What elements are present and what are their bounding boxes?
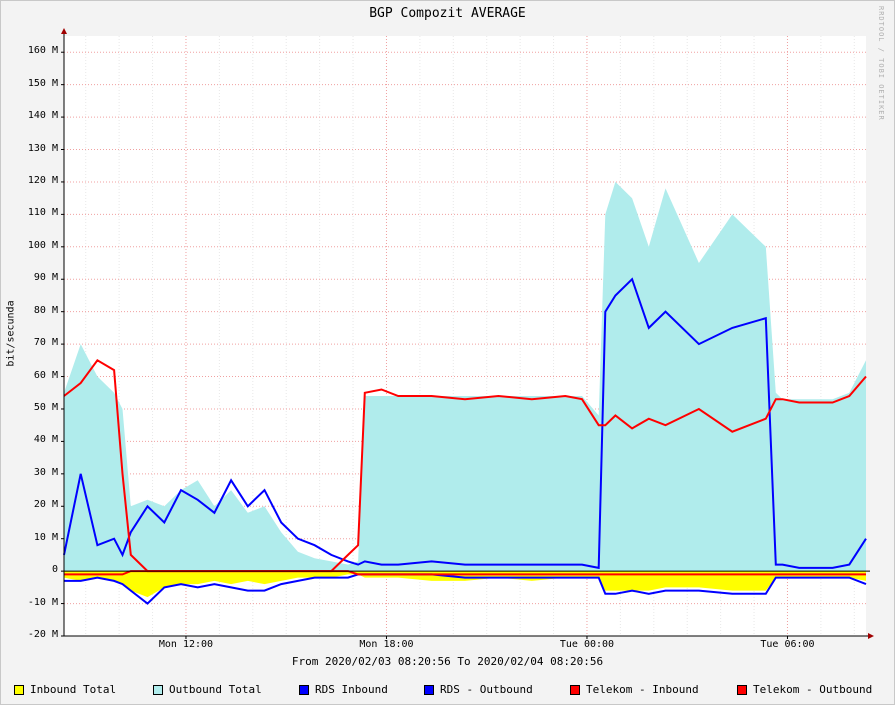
legend-item: Telekom - Outbound [737,683,872,696]
y-tick-label: 30 M [33,466,58,478]
legend-label: RDS - Outbound [440,683,533,696]
legend-label: Outbound Total [169,683,262,696]
legend-swatch [570,684,580,695]
x-tick-label: Mon 12:00 [158,639,214,650]
series-line-rds-inbound [63,277,867,570]
legend-item: Outbound Total [153,683,262,696]
y-tick-label: 100 M [27,239,58,251]
y-tick-label: -10 M [27,596,58,608]
legend-label: Telekom - Outbound [753,683,873,696]
chart-title: BGP Compozit AVERAGE [369,6,526,21]
y-tick-label: 160 M [27,45,58,57]
legend-label: Inbound Total [30,683,117,696]
y-tick-label: 10 M [33,531,58,543]
series-area-outbound-total [64,181,866,572]
legend-label: RDS Inbound [315,683,388,696]
x-axis-arrow [868,633,874,639]
legend: Inbound Total Outbound Total RDS Inbound RD… [14,683,889,697]
y-tick-label: 90 M [33,272,58,284]
y-tick-label: 60 M [33,369,58,381]
y-tick-label: 50 M [33,401,58,413]
legend-item: Inbound Total [14,683,116,696]
legend-swatch [153,684,163,695]
y-tick-label: 150 M [27,77,58,89]
y-tick-label: 70 M [33,337,58,349]
y-tick-label: 40 M [33,434,58,446]
x-tick-label: Mon 18:00 [359,639,414,650]
x-tick-label: Tue 00:00 [559,639,615,650]
y-tick-label: 120 M [27,174,58,186]
y-tick-label: 140 M [27,110,58,122]
legend-label: Telekom - Inbound [586,683,699,696]
legend-item: RDS - Outbound [424,683,533,696]
y-tick-label: 0 [51,564,58,576]
y-tick-label: 130 M [27,142,58,154]
y-tick-label: 110 M [27,207,58,219]
legend-swatch [14,684,24,695]
x-axis-date-range: From 2020/02/03 08:20:56 To 2020/02/04 0… [291,655,604,668]
y-tick-label: 80 M [33,304,58,316]
legend-swatch [299,684,309,695]
legend-swatch [424,684,434,695]
y-tick-label: 20 M [33,499,58,511]
x-tick-label: Tue 06:00 [760,639,815,650]
watermark: RRDTOOL / TOBI OETIKER [877,6,885,121]
legend-swatch [737,684,747,695]
y-axis-arrow [61,28,67,34]
y-tick-label: -20 M [27,629,58,640]
legend-item: Telekom - Inbound [570,683,699,696]
legend-item: RDS Inbound [299,683,388,696]
series-area-inbound-total [64,571,866,598]
